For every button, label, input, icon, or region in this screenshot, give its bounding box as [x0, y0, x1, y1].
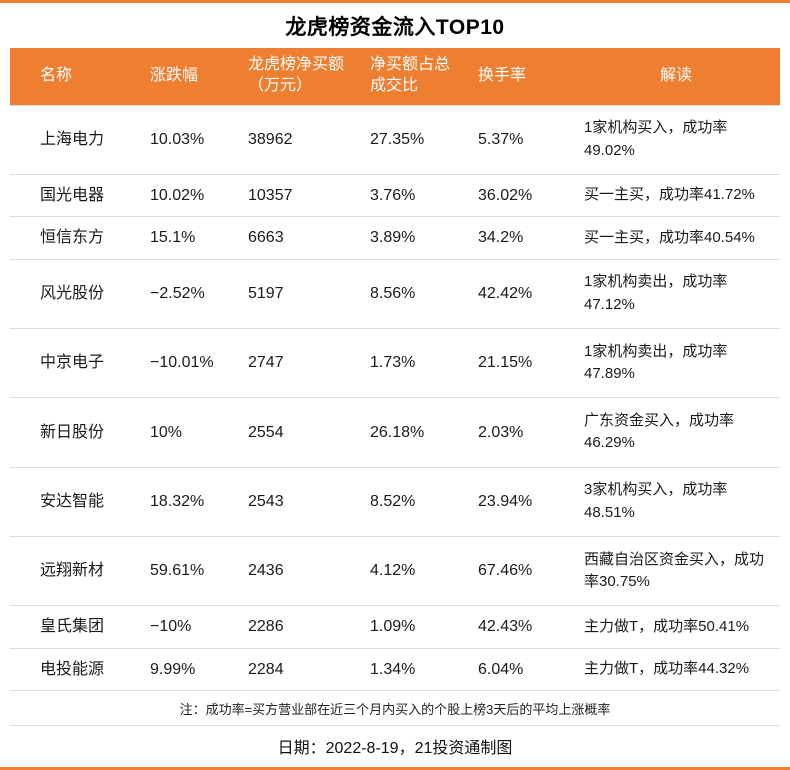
turnover-cell: 42.43%	[466, 605, 572, 649]
table-row: 皇氏集团 −10% 2286 1.09% 42.43% 主力做T，成功率50.41%	[10, 605, 780, 649]
change-cell: −10%	[138, 605, 236, 649]
ratio-cell: 1.34%	[358, 647, 466, 690]
table-row: 电投能源 9.99% 2284 1.34% 6.04% 主力做T，成功率44.32%	[10, 647, 780, 690]
stock-name-cell: 国光电器	[10, 173, 138, 217]
interpretation-cell: 1家机构买入，成功率49.02%	[572, 104, 780, 175]
change-cell: −10.01%	[138, 327, 236, 398]
change-cell: 10.02%	[138, 173, 236, 217]
turnover-cell: 5.37%	[466, 104, 572, 175]
interpretation-cell: 广东资金买入，成功率46.29%	[572, 397, 780, 468]
ratio-cell: 8.56%	[358, 258, 466, 329]
ratio-cell: 4.12%	[358, 535, 466, 606]
net-buy-cell: 6663	[236, 216, 358, 260]
net-buy-cell: 38962	[236, 104, 358, 175]
table-row: 风光股份 −2.52% 5197 8.56% 42.42% 1家机构卖出，成功率47.12…	[10, 258, 780, 329]
top10-table: 名称 涨跌幅 龙虎榜净买额（万元） 净买额占总成交比 换手率 解读 上海电力 10.03% 3…	[10, 48, 780, 690]
net-buy-cell: 10357	[236, 173, 358, 217]
table-header-ratio: 净买额占总成交比	[358, 48, 466, 105]
table-header-netbuy: 龙虎榜净买额（万元）	[236, 48, 358, 105]
stock-name-cell: 上海电力	[10, 104, 138, 175]
table-row: 新日股份 10% 2554 26.18% 2.03% 广东资金买入，成功率46.29%	[10, 397, 780, 468]
net-buy-cell: 2286	[236, 605, 358, 649]
change-cell: 18.32%	[138, 466, 236, 537]
ratio-cell: 3.89%	[358, 216, 466, 260]
table-header-turnover: 换手率	[466, 48, 572, 105]
change-cell: 10%	[138, 397, 236, 468]
net-buy-cell: 2436	[236, 535, 358, 606]
table-header-change: 涨跌幅	[138, 48, 236, 105]
ratio-cell: 3.76%	[358, 173, 466, 217]
page-title: 龙虎榜资金流入TOP10	[285, 16, 505, 39]
stock-name-cell: 远翔新材	[10, 535, 138, 606]
net-buy-cell: 2284	[236, 647, 358, 690]
date-caption: 日期：2022-8-19，21投资通制图	[10, 725, 780, 767]
table-row: 恒信东方 15.1% 6663 3.89% 34.2% 买一主买，成功率40.54%	[10, 216, 780, 260]
table-container: 名称 涨跌幅 龙虎榜净买额（万元） 净买额占总成交比 换手率 解读 上海电力 10.03% 3…	[0, 48, 790, 690]
turnover-cell: 6.04%	[466, 647, 572, 690]
table-row: 上海电力 10.03% 38962 27.35% 5.37% 1家机构买入，成功率49.0…	[10, 104, 780, 175]
net-buy-cell: 2543	[236, 466, 358, 537]
table-row: 国光电器 10.02% 10357 3.76% 36.02% 买一主买，成功率41.72%	[10, 173, 780, 217]
table-header-interpretation: 解读	[572, 48, 780, 105]
turnover-cell: 2.03%	[466, 397, 572, 468]
net-buy-cell: 2747	[236, 327, 358, 398]
ratio-cell: 1.09%	[358, 605, 466, 649]
interpretation-cell: 主力做T，成功率44.32%	[572, 647, 780, 690]
ratio-cell: 8.52%	[358, 466, 466, 537]
table-header-row: 名称 涨跌幅 龙虎榜净买额（万元） 净买额占总成交比 换手率 解读	[10, 48, 780, 105]
interpretation-cell: 主力做T，成功率50.41%	[572, 605, 780, 649]
turnover-cell: 67.46%	[466, 535, 572, 606]
interpretation-cell: 买一主买，成功率40.54%	[572, 216, 780, 260]
interpretation-cell: 1家机构卖出，成功率47.89%	[572, 327, 780, 398]
turnover-cell: 23.94%	[466, 466, 572, 537]
table-row: 安达智能 18.32% 2543 8.52% 23.94% 3家机构买入，成功率48.51…	[10, 466, 780, 537]
turnover-cell: 21.15%	[466, 327, 572, 398]
stock-name-cell: 电投能源	[10, 647, 138, 690]
net-buy-cell: 5197	[236, 258, 358, 329]
interpretation-cell: 西藏自治区资金买入，成功率30.75%	[572, 535, 780, 606]
interpretation-cell: 1家机构卖出，成功率47.12%	[572, 258, 780, 329]
stock-name-cell: 皇氏集团	[10, 605, 138, 649]
change-cell: 15.1%	[138, 216, 236, 260]
stock-name-cell: 风光股份	[10, 258, 138, 329]
turnover-cell: 34.2%	[466, 216, 572, 260]
net-buy-cell: 2554	[236, 397, 358, 468]
stock-name-cell: 中京电子	[10, 327, 138, 398]
table-body: 上海电力 10.03% 38962 27.35% 5.37% 1家机构买入，成功率49.0…	[10, 104, 780, 690]
table-header-name: 名称	[10, 48, 138, 105]
stock-name-cell: 安达智能	[10, 466, 138, 537]
change-cell: −2.52%	[138, 258, 236, 329]
interpretation-cell: 买一主买，成功率41.72%	[572, 173, 780, 217]
footnote: 注：成功率=买方营业部在近三个月内买入的个股上榜3天后的平均上涨概率	[10, 690, 780, 725]
ratio-cell: 1.73%	[358, 327, 466, 398]
change-cell: 9.99%	[138, 647, 236, 690]
change-cell: 59.61%	[138, 535, 236, 606]
turnover-cell: 42.42%	[466, 258, 572, 329]
table-row: 远翔新材 59.61% 2436 4.12% 67.46% 西藏自治区资金买入，成功率30…	[10, 535, 780, 606]
turnover-cell: 36.02%	[466, 173, 572, 217]
ratio-cell: 26.18%	[358, 397, 466, 468]
interpretation-cell: 3家机构买入，成功率48.51%	[572, 466, 780, 537]
stock-name-cell: 恒信东方	[10, 216, 138, 260]
stock-name-cell: 新日股份	[10, 397, 138, 468]
change-cell: 10.03%	[138, 104, 236, 175]
table-row: 中京电子 −10.01% 2747 1.73% 21.15% 1家机构卖出，成功率47.8…	[10, 327, 780, 398]
ratio-cell: 27.35%	[358, 104, 466, 175]
